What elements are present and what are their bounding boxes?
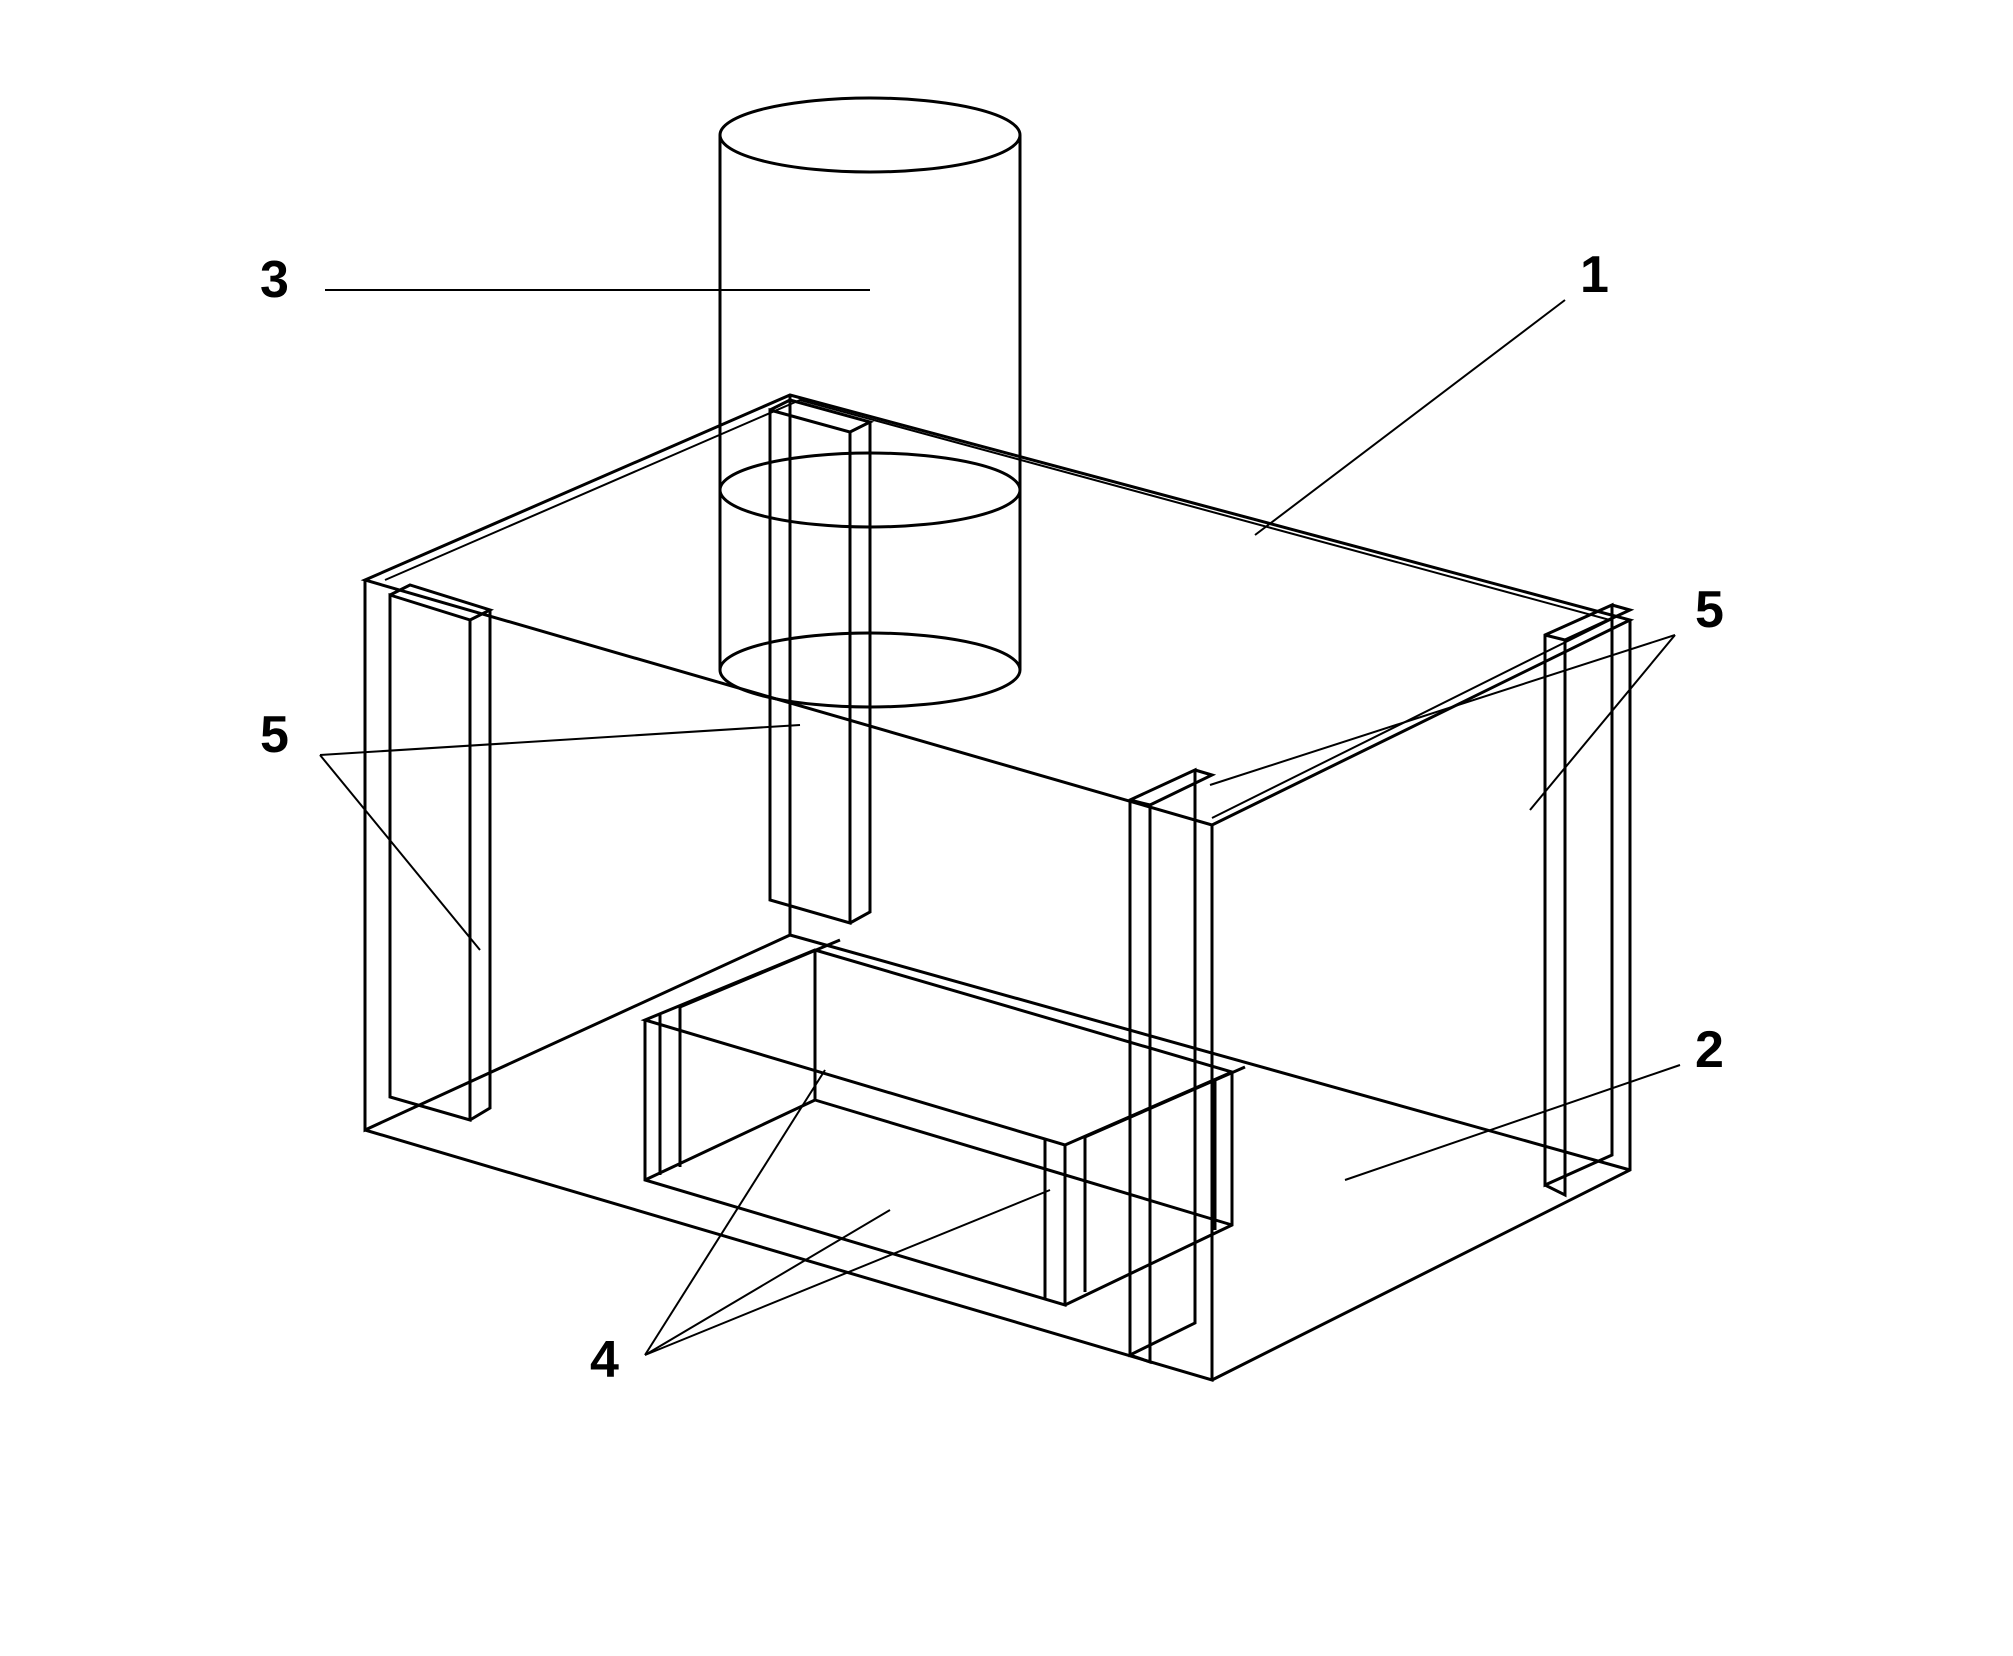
label-2: 2 (1695, 1020, 1724, 1080)
leader-4a (645, 1070, 825, 1355)
label-1: 1 (1580, 245, 1609, 305)
cylinder-top-ellipse (720, 98, 1020, 172)
corner-panel-front-right (1130, 770, 1212, 1362)
label-4: 4 (590, 1330, 619, 1390)
inner-box (645, 940, 1245, 1305)
leader-1 (1255, 300, 1565, 535)
leader-5-right-b (1530, 635, 1675, 810)
label-3: 3 (260, 250, 289, 310)
label-5-right: 5 (1695, 580, 1724, 640)
leader-5-right-a (1210, 635, 1675, 785)
outer-box-top (365, 395, 1630, 825)
outer-box-bottom-back (790, 935, 1630, 1170)
label-5-left: 5 (260, 705, 289, 765)
leader-4c (645, 1190, 1050, 1355)
corner-panel-front-left (390, 585, 490, 1120)
outer-box-right (1212, 620, 1630, 1380)
outer-box-left (365, 395, 790, 1130)
leader-5-left-b (320, 725, 800, 755)
corner-panel-back-left (770, 400, 870, 923)
leader-4b (645, 1210, 890, 1355)
outer-box-top-inset (385, 400, 1610, 818)
technical-diagram: 1 2 3 4 5 5 (0, 0, 2013, 1656)
leader-5-left-a (320, 755, 480, 950)
wireframe-svg (0, 0, 2013, 1656)
